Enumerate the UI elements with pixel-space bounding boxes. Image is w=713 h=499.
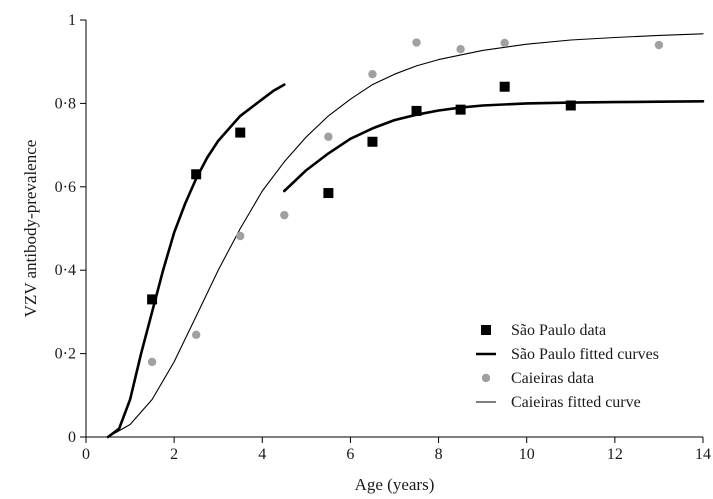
- x-tick-label: 4: [258, 446, 266, 463]
- legend-label: São Paulo data: [511, 322, 606, 339]
- sao-paulo-data-point: [499, 81, 510, 92]
- caieiras-data-point: [456, 44, 465, 54]
- y-tick-label: 0·8: [55, 95, 76, 112]
- caieiras-fitted-curve-line: [107, 33, 704, 438]
- caieiras-data-point: [324, 132, 333, 141]
- x-tick-label: 12: [607, 446, 623, 463]
- y-tick-label: 0·6: [55, 179, 76, 196]
- y-axis-title: VZV antibody-prevalence: [21, 140, 40, 318]
- legend-swatch: [481, 373, 491, 383]
- legend-label: São Paulo fitted curves: [511, 346, 659, 363]
- caieiras-data-point: [412, 38, 421, 47]
- sao-paulo-data-point: [455, 104, 466, 115]
- sao-paulo-data-point: [411, 105, 422, 116]
- x-tick-label: 14: [695, 446, 711, 463]
- sao-paulo-fitted-curves-line: [106, 83, 286, 439]
- sao-paulo-data-point: [235, 127, 246, 138]
- x-tick-label: 10: [519, 446, 535, 463]
- y-tick-label: 1: [68, 12, 76, 29]
- plot-lines: [106, 33, 705, 439]
- caieiras-data-point: [500, 38, 509, 48]
- y-ticks: 0 0·2 0·4 0·6 0·8 1: [55, 12, 86, 446]
- x-tick-label: 6: [346, 446, 354, 463]
- axes: 0 2 4 6 8 10 12 14 0 0·2 0·4 0·6 0·8 1: [55, 12, 711, 463]
- x-tick-label: 8: [435, 446, 443, 463]
- sao-paulo-data-point: [191, 169, 202, 180]
- sao-paulo-data-point: [565, 100, 576, 111]
- x-axis-title: Age (years): [355, 475, 435, 494]
- sao-paulo-data-point: [323, 188, 334, 199]
- y-tick-label: 0·2: [55, 346, 76, 363]
- legend-label: Caieiras fitted curve: [511, 394, 641, 411]
- y-tick-label: 0: [68, 429, 76, 446]
- x-tick-label: 0: [82, 446, 90, 463]
- x-tick-label: 2: [170, 446, 178, 463]
- legend-label: Caieiras data: [511, 370, 594, 387]
- legend-swatch: [481, 325, 491, 335]
- sao-paulo-data-point: [367, 136, 378, 147]
- x-ticks: 0 2 4 6 8 10 12 14: [82, 437, 711, 463]
- sao-paulo-data-point: [147, 294, 158, 305]
- legend: São Paulo data São Paulo fitted curves Cai…: [476, 322, 659, 411]
- plot-points: [147, 38, 664, 367]
- caieiras-data-point: [368, 70, 377, 79]
- y-tick-label: 0·4: [55, 262, 76, 279]
- sao-paulo-fitted-curves-line: [283, 100, 705, 193]
- caieiras-data-point: [280, 210, 289, 220]
- caieiras-data-point: [147, 357, 157, 367]
- caieiras-data-point: [191, 330, 201, 340]
- caieiras-data-point: [654, 40, 664, 50]
- caieiras-data-point: [236, 231, 245, 241]
